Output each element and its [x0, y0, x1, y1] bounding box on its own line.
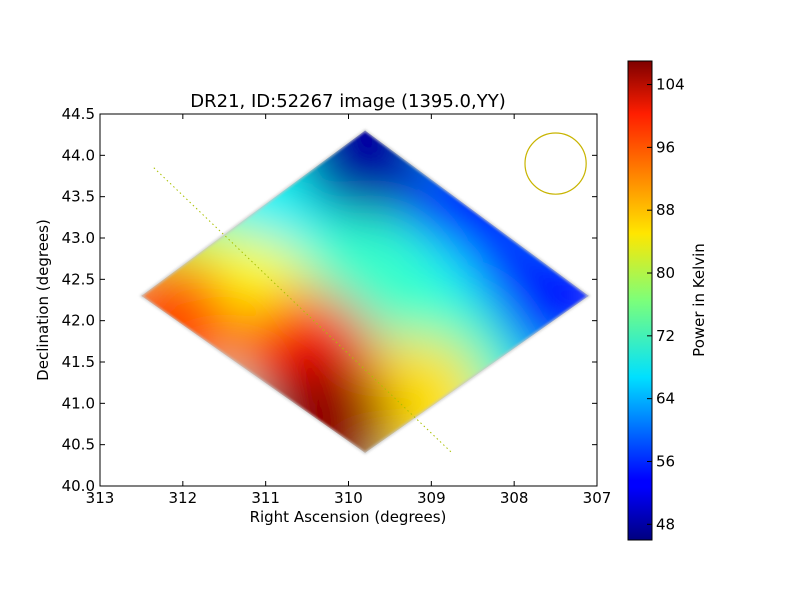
heatmap-sample	[295, 130, 436, 218]
y-axis-label: Declination (degrees)	[34, 219, 52, 381]
scan-line-annotation	[153, 167, 453, 454]
colorbar-tick-label: 64	[656, 390, 675, 408]
colorbar-tick-label: 104	[656, 76, 685, 94]
beam-circle-annotation	[524, 132, 587, 195]
x-tick-label: 311	[251, 489, 280, 507]
heatmap-sample	[253, 358, 394, 453]
colorbar-tick-label: 48	[656, 515, 675, 533]
y-tick-label: 40.5	[62, 436, 95, 454]
map-footprint-edge	[139, 129, 591, 455]
colorbar-tick-label: 88	[656, 201, 675, 219]
y-tick-label: 41.5	[62, 353, 95, 371]
x-tick-label: 307	[583, 489, 612, 507]
x-tick-label: 310	[334, 489, 363, 507]
y-tick-label: 43.5	[62, 188, 95, 206]
y-axis: 40.0 40.5 41.0 41.5 42.0 42.5 43.0 43.5 44.0 44.5	[62, 105, 597, 495]
y-tick-label: 42.0	[62, 312, 95, 330]
colorbar-frame	[627, 60, 653, 541]
x-axis: 313 312 311 310 309 308 307	[86, 114, 612, 507]
colorbar-gradient	[628, 61, 652, 540]
y-tick-label: 42.5	[62, 270, 95, 288]
heatmap-image	[141, 130, 589, 453]
colorbar-tick-label: 56	[656, 452, 675, 470]
x-tick-label: 308	[500, 489, 529, 507]
x-tick-label: 312	[169, 489, 198, 507]
colorbar-tick-label: 96	[656, 138, 675, 156]
colorbar-tick-label: 72	[656, 327, 675, 345]
colorbar-tick-label: 80	[656, 264, 675, 282]
colorbar-axis: 48 56 64 72 80 88 96 104	[647, 76, 685, 533]
colorbar-label: Power in Kelvin	[690, 243, 708, 357]
y-tick-label: 44.5	[62, 105, 95, 123]
chart-title: DR21, ID:52267 image (1395.0,YY)	[190, 91, 505, 112]
x-tick-label: 309	[417, 489, 446, 507]
x-axis-label: Right Ascension (degrees)	[250, 508, 447, 526]
y-tick-label: 44.0	[62, 146, 95, 164]
x-tick-label: 313	[86, 489, 115, 507]
y-tick-label: 43.0	[62, 229, 95, 247]
heatmap-area	[139, 129, 591, 455]
heatmap-sample	[141, 258, 237, 399]
y-tick-label: 40.0	[62, 477, 95, 495]
y-tick-label: 41.0	[62, 394, 95, 412]
